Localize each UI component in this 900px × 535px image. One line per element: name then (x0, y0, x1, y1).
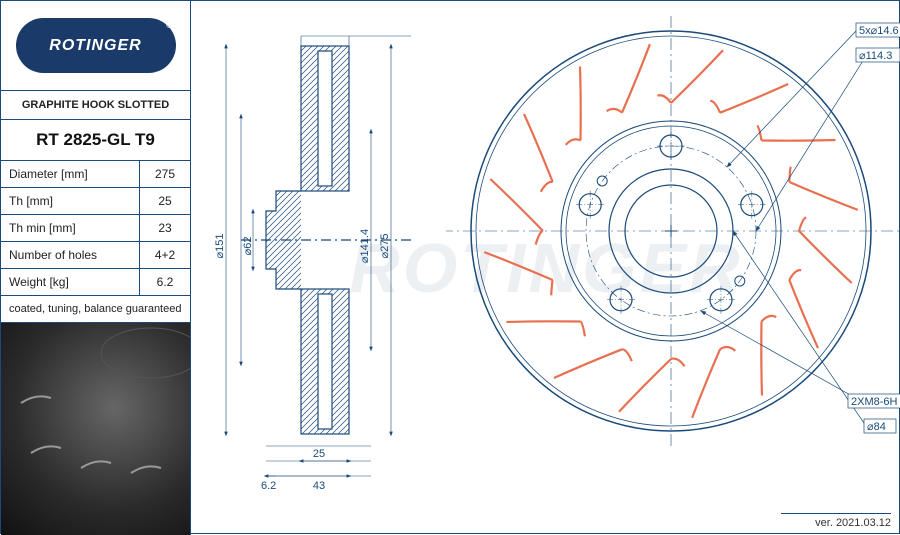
spec-row: Weight [kg] 6.2 (1, 269, 190, 296)
spec-label: Diameter [mm] (1, 161, 140, 187)
product-subtitle: GRAPHITE HOOK SLOTTED (1, 91, 190, 120)
dim-d141-4: ⌀141.4 (359, 229, 371, 263)
part-number: RT 2825-GL T9 (1, 120, 190, 161)
spec-value: 25 (140, 188, 190, 214)
callout-pcd: ⌀114.3 (859, 50, 892, 62)
callout-bolt-pattern: 5x⌀14.6 (859, 25, 899, 37)
dim-d151: ⌀151 (214, 234, 226, 259)
callout-thread: 2XM8-6H (851, 396, 898, 408)
spec-row: Diameter [mm] 275 (1, 161, 190, 188)
dim-w6-2: 6.2 (261, 480, 276, 492)
spec-row: Th [mm] 25 (1, 188, 190, 215)
spec-label: Th min [mm] (1, 215, 140, 241)
front-view-drawing: 5x⌀14.6 ⌀114.3 2XM8-6H ⌀84 (446, 6, 900, 486)
spec-label: Number of holes (1, 242, 140, 268)
photo-slots-icon (1, 323, 190, 503)
dim-d275: ⌀275 (379, 234, 391, 259)
drawing-area: ROTINGER (191, 1, 900, 535)
spec-row: Th min [mm] 23 (1, 215, 190, 242)
brand-logo: ROTINGER ® (16, 18, 176, 73)
spec-label: Weight [kg] (1, 269, 140, 295)
product-notes: coated, tuning, balance guaranteed (1, 296, 190, 323)
callout-hub: ⌀84 (867, 421, 886, 433)
dim-d62: ⌀62 (242, 237, 254, 256)
registered-mark: ® (166, 20, 173, 31)
product-photo (1, 323, 190, 535)
spec-label: Th [mm] (1, 188, 140, 214)
spec-panel: ROTINGER ® GRAPHITE HOOK SLOTTED RT 2825… (1, 1, 191, 535)
side-view-drawing: ⌀151 ⌀62 ⌀141.4 ⌀275 6.2 25 43 (191, 11, 451, 501)
version-label: ver. 2021.03.12 (781, 513, 891, 529)
dim-w43: 43 (313, 480, 325, 492)
spec-value: 23 (140, 215, 190, 241)
dim-w25: 25 (313, 448, 325, 460)
brand-name: ROTINGER (49, 37, 141, 55)
logo-container: ROTINGER ® (1, 1, 190, 91)
spec-value: 6.2 (140, 269, 190, 295)
spec-value: 275 (140, 161, 190, 187)
spec-value: 4+2 (140, 242, 190, 268)
spec-row: Number of holes 4+2 (1, 242, 190, 269)
